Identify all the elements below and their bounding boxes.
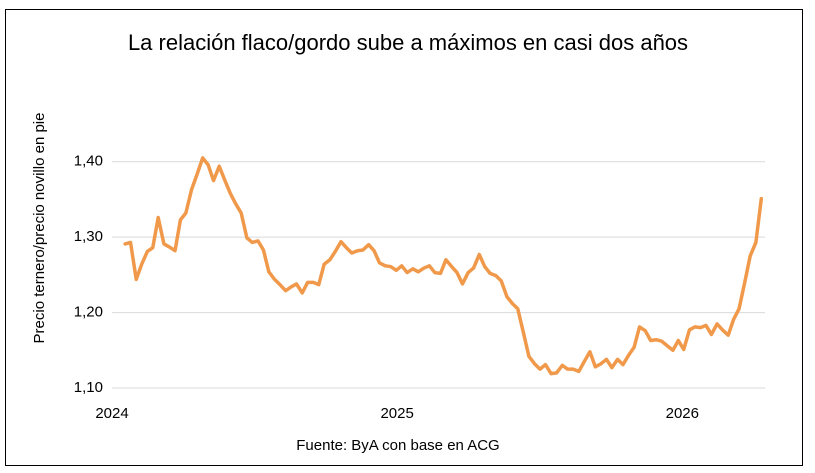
data-line — [123, 156, 764, 376]
y-tick-label: 1,20 — [74, 304, 103, 321]
x-tick-label: 2026 — [666, 405, 699, 422]
source-note: Fuente: ByA con base en ACG — [296, 437, 499, 454]
chart-title: La relación flaco/gordo sube a máximos e… — [128, 30, 688, 55]
y-axis-label: Precio ternero/precio novillo en pie — [31, 113, 48, 344]
x-tick-label: 2024 — [95, 405, 128, 422]
x-tick-label: 2025 — [380, 405, 413, 422]
y-tick-label: 1,30 — [74, 228, 103, 245]
y-tick-label: 1,10 — [74, 379, 103, 396]
y-tick-label: 1,40 — [74, 153, 103, 170]
